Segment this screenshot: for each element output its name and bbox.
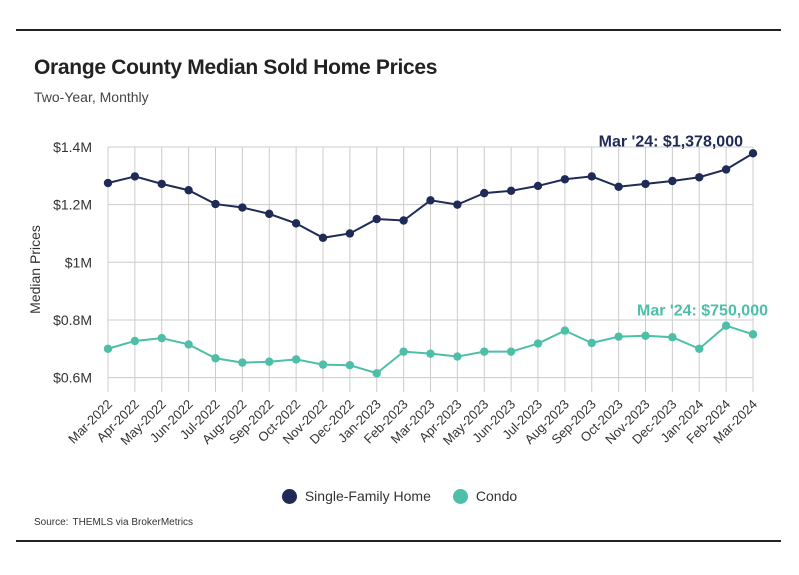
legend-label-condo: Condo — [475, 488, 518, 504]
data-point-condo — [480, 347, 489, 356]
data-point-condo — [453, 352, 462, 361]
y-axis-title: Median Prices — [27, 225, 43, 314]
legend-item-single-family: Single-Family Home — [281, 488, 431, 504]
data-point-single-family — [157, 179, 166, 189]
data-point-condo — [668, 333, 677, 342]
annotation-single-family: Mar '24: $1,378,000 — [599, 133, 743, 150]
data-point-condo — [318, 360, 328, 369]
data-point-single-family — [318, 233, 328, 242]
data-point-condo — [748, 330, 758, 339]
data-point-single-family — [453, 200, 462, 209]
data-point-single-family — [641, 179, 650, 189]
data-point-single-family — [668, 176, 677, 186]
data-point-condo — [587, 338, 596, 348]
data-point-single-family — [695, 173, 704, 182]
data-point-single-family — [372, 214, 381, 224]
data-point-single-family — [130, 172, 140, 181]
data-point-condo — [130, 336, 140, 346]
legend-item-condo: Condo — [452, 488, 518, 504]
data-point-single-family — [426, 196, 435, 205]
data-point-condo — [291, 355, 301, 364]
data-point-condo — [184, 340, 193, 349]
data-point-condo — [265, 357, 274, 366]
data-point-condo — [157, 333, 166, 343]
data-point-condo — [533, 339, 543, 348]
data-point-single-family — [506, 186, 516, 196]
source-text: THEMLS via BrokerMetrics — [72, 517, 194, 528]
data-point-single-family — [614, 182, 623, 191]
data-point-single-family — [721, 165, 731, 174]
chart-title: Orange County Median Sold Home Prices — [34, 56, 438, 79]
data-point-condo — [211, 354, 220, 363]
data-point-single-family — [560, 175, 570, 184]
data-point-single-family — [291, 219, 301, 228]
data-point-single-family — [238, 203, 247, 212]
data-point-single-family — [480, 188, 489, 198]
data-point-single-family — [103, 178, 113, 188]
legend-label-single-family: Single-Family Home — [304, 488, 431, 504]
data-point-condo — [641, 331, 650, 340]
y-tick-label: $1.2M — [53, 197, 92, 213]
data-point-single-family — [345, 229, 355, 238]
y-tick-label: $1.4M — [53, 139, 92, 155]
data-point-single-family — [399, 216, 408, 225]
data-point-condo — [345, 360, 355, 370]
y-tick-label: $1M — [65, 254, 92, 270]
chart-subtitle: Two-Year, Monthly — [34, 89, 149, 105]
data-point-single-family — [533, 181, 543, 191]
data-point-condo — [372, 369, 381, 378]
data-point-single-family — [748, 149, 758, 158]
data-point-single-family — [184, 186, 193, 195]
source-label: Source: — [34, 517, 69, 528]
data-point-condo — [238, 358, 247, 367]
legend: Single-Family Home Condo — [0, 488, 799, 504]
data-point-single-family — [265, 209, 274, 219]
bottom-rule — [16, 540, 781, 542]
top-rule — [16, 29, 781, 31]
legend-swatch-condo — [452, 488, 468, 504]
data-point-single-family — [587, 172, 596, 181]
data-point-condo — [721, 321, 731, 330]
data-point-condo — [506, 347, 516, 356]
data-point-condo — [426, 349, 435, 358]
data-point-condo — [695, 344, 704, 353]
y-tick-label: $0.8M — [53, 312, 92, 328]
data-point-condo — [560, 326, 570, 335]
data-point-single-family — [211, 199, 220, 209]
annotation-condo: Mar '24: $750,000 — [637, 303, 768, 320]
y-tick-label: $0.6M — [53, 370, 92, 386]
data-point-condo — [399, 347, 408, 356]
data-point-condo — [103, 344, 113, 353]
legend-swatch-single-family — [281, 488, 297, 504]
data-point-condo — [614, 332, 623, 341]
source-note: Source: THEMLS via BrokerMetrics — [34, 517, 197, 528]
